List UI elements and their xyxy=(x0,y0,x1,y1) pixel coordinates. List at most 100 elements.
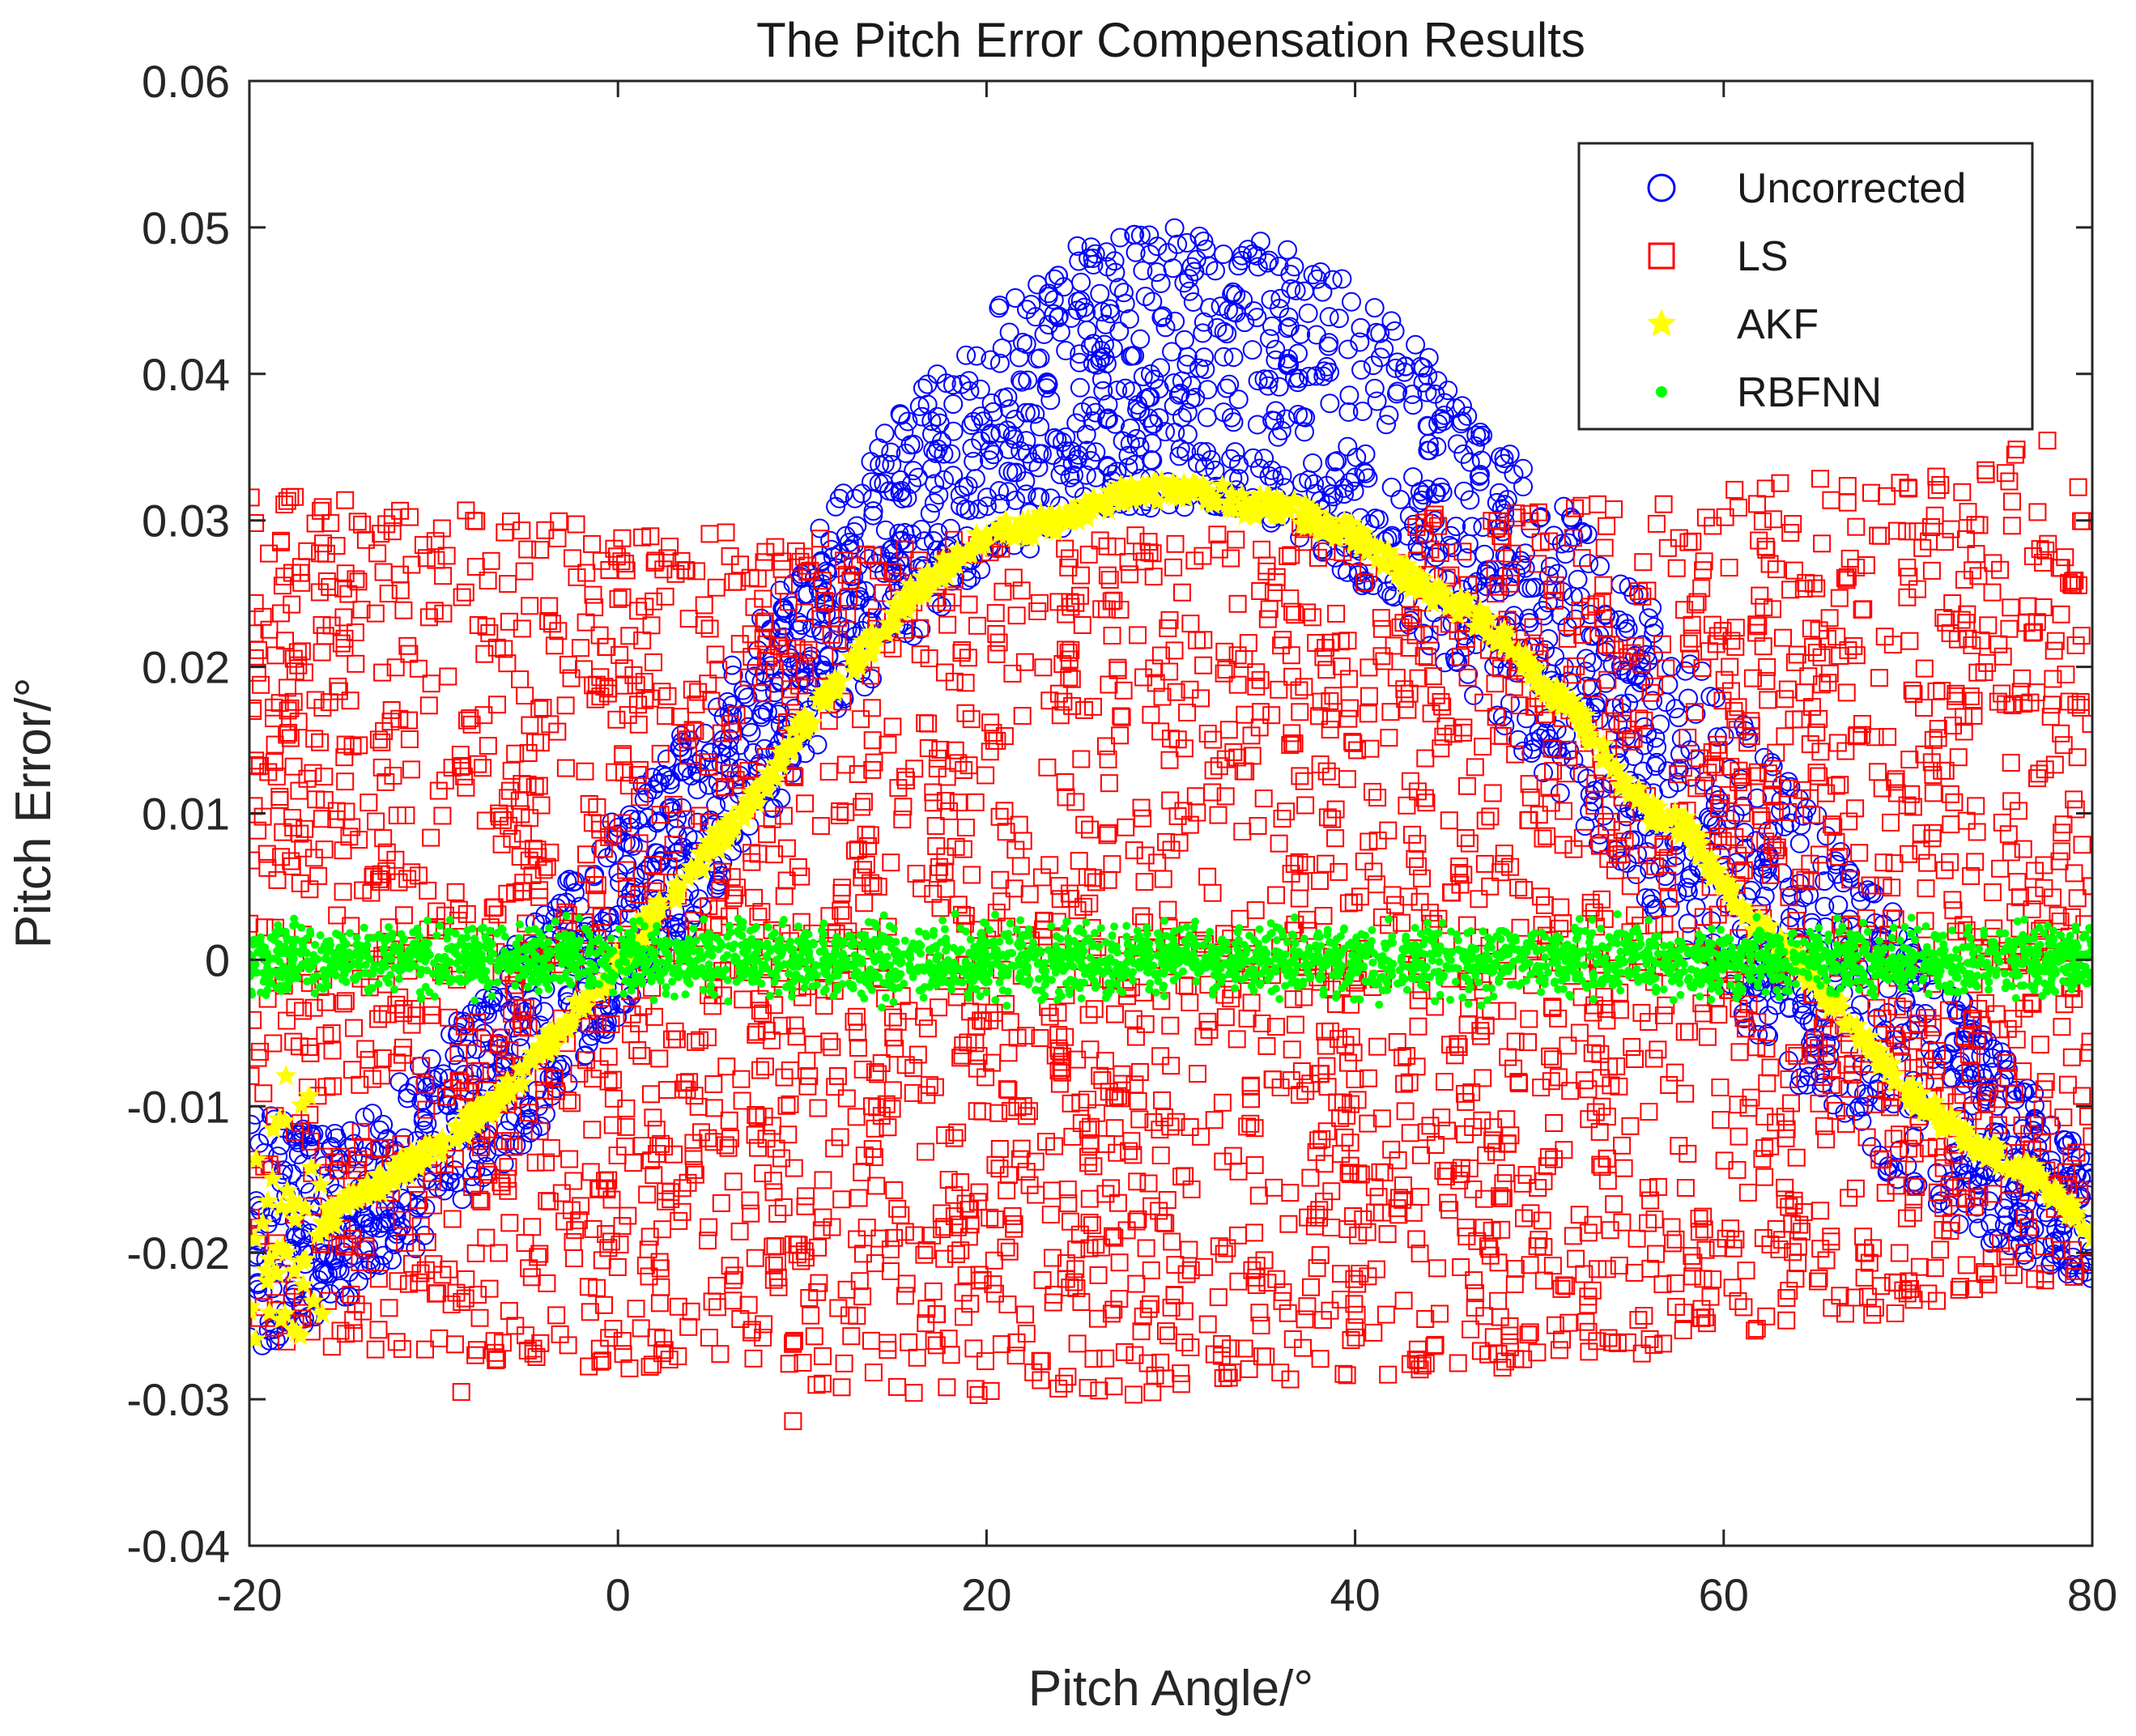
uncorrected-point xyxy=(1164,218,1185,238)
uncorrected-point xyxy=(1839,861,1859,881)
uncorrected-point xyxy=(1120,434,1140,453)
uncorrected-point xyxy=(956,345,977,365)
uncorrected-point xyxy=(875,520,896,540)
uncorrected-point xyxy=(862,488,883,508)
uncorrected-point xyxy=(373,1114,394,1134)
uncorrected-point xyxy=(1056,341,1076,360)
uncorrected-point xyxy=(941,518,960,538)
uncorrected-point xyxy=(1223,282,1243,302)
uncorrected-point xyxy=(1189,358,1209,378)
uncorrected-point xyxy=(1470,465,1490,485)
uncorrected-point xyxy=(1802,1044,1823,1064)
uncorrected-point xyxy=(909,396,930,416)
uncorrected-point xyxy=(1093,381,1113,401)
uncorrected-point xyxy=(1473,425,1493,445)
uncorrected-point xyxy=(1425,384,1445,404)
uncorrected-point xyxy=(1338,402,1359,422)
uncorrected-point xyxy=(1342,291,1361,312)
uncorrected-point xyxy=(673,837,693,857)
uncorrected-point xyxy=(1028,487,1048,507)
uncorrected-point xyxy=(1141,364,1160,384)
uncorrected-point xyxy=(1496,547,1517,567)
uncorrected-point xyxy=(1580,785,1600,805)
uncorrected-point xyxy=(385,1235,405,1254)
uncorrected-point xyxy=(2062,1131,2082,1151)
uncorrected-point xyxy=(1070,344,1090,364)
uncorrected-point xyxy=(1133,367,1153,387)
uncorrected-point xyxy=(439,1068,459,1088)
uncorrected-point xyxy=(1232,250,1252,270)
uncorrected-point xyxy=(1833,873,1853,893)
uncorrected-point xyxy=(1056,427,1076,447)
uncorrected-point xyxy=(1295,422,1314,442)
uncorrected-point xyxy=(879,481,900,501)
uncorrected-point xyxy=(1223,347,1244,368)
uncorrected-point xyxy=(1815,871,1835,891)
uncorrected-point xyxy=(844,534,864,555)
uncorrected-point xyxy=(1278,318,1298,338)
uncorrected-point xyxy=(1636,888,1656,908)
uncorrected-point xyxy=(313,1125,333,1145)
uncorrected-point xyxy=(1066,413,1087,433)
uncorrected-point xyxy=(1194,347,1215,368)
uncorrected-point xyxy=(902,524,921,544)
uncorrected-point xyxy=(415,1225,435,1245)
uncorrected-point xyxy=(1179,269,1199,288)
uncorrected-point xyxy=(1214,402,1234,423)
uncorrected-point xyxy=(1002,425,1023,445)
uncorrected-point xyxy=(925,474,945,494)
uncorrected-point xyxy=(1376,415,1396,435)
uncorrected-point xyxy=(1318,336,1338,356)
uncorrected-point xyxy=(943,394,964,414)
uncorrected-point xyxy=(1338,339,1358,360)
uncorrected-point xyxy=(1406,334,1426,355)
uncorrected-point xyxy=(961,415,981,435)
uncorrected-point xyxy=(1070,377,1090,398)
uncorrected-point xyxy=(955,499,976,519)
uncorrected-point xyxy=(890,483,910,503)
uncorrected-point xyxy=(1547,564,1568,584)
uncorrected-point xyxy=(529,1096,548,1117)
scatter-layer xyxy=(249,218,2092,1431)
uncorrected-point xyxy=(1381,311,1402,331)
uncorrected-point xyxy=(1083,255,1104,274)
uncorrected-point xyxy=(1214,347,1234,367)
uncorrected-point xyxy=(1144,369,1164,389)
uncorrected-point xyxy=(1852,1111,1872,1131)
uncorrected-point xyxy=(1298,303,1318,323)
uncorrected-point xyxy=(1193,323,1213,343)
uncorrected-point xyxy=(288,1144,308,1164)
uncorrected-point xyxy=(1418,440,1438,461)
uncorrected-point xyxy=(1119,308,1139,329)
uncorrected-point xyxy=(1225,442,1245,462)
uncorrected-point xyxy=(741,722,761,742)
uncorrected-point xyxy=(1550,783,1570,803)
uncorrected-point xyxy=(1247,245,1267,266)
uncorrected-point xyxy=(369,1120,389,1140)
uncorrected-point xyxy=(1434,405,1454,425)
uncorrected-point xyxy=(1170,383,1190,403)
uncorrected-point xyxy=(964,411,984,432)
uncorrected-point xyxy=(1076,465,1096,485)
uncorrected-point xyxy=(1151,308,1172,328)
uncorrected-point xyxy=(943,375,963,395)
uncorrected-point xyxy=(920,504,940,523)
uncorrected-point xyxy=(708,697,727,717)
uncorrected-point xyxy=(258,1320,279,1340)
uncorrected-point xyxy=(981,393,1002,413)
uncorrected-point xyxy=(1402,385,1423,404)
uncorrected-point xyxy=(448,1023,468,1043)
uncorrected-point xyxy=(1045,269,1065,289)
uncorrected-point xyxy=(1968,1219,1989,1238)
uncorrected-point xyxy=(1118,457,1138,478)
uncorrected-point xyxy=(511,1038,530,1058)
uncorrected-point xyxy=(2062,1255,2083,1274)
uncorrected-point xyxy=(863,505,883,525)
uncorrected-point xyxy=(381,1212,401,1232)
uncorrected-point xyxy=(1028,349,1048,369)
uncorrected-point xyxy=(1194,232,1214,251)
uncorrected-point xyxy=(1332,269,1352,289)
uncorrected-point xyxy=(1186,249,1206,270)
uncorrected-point xyxy=(1410,482,1430,502)
uncorrected-point xyxy=(445,1045,465,1066)
